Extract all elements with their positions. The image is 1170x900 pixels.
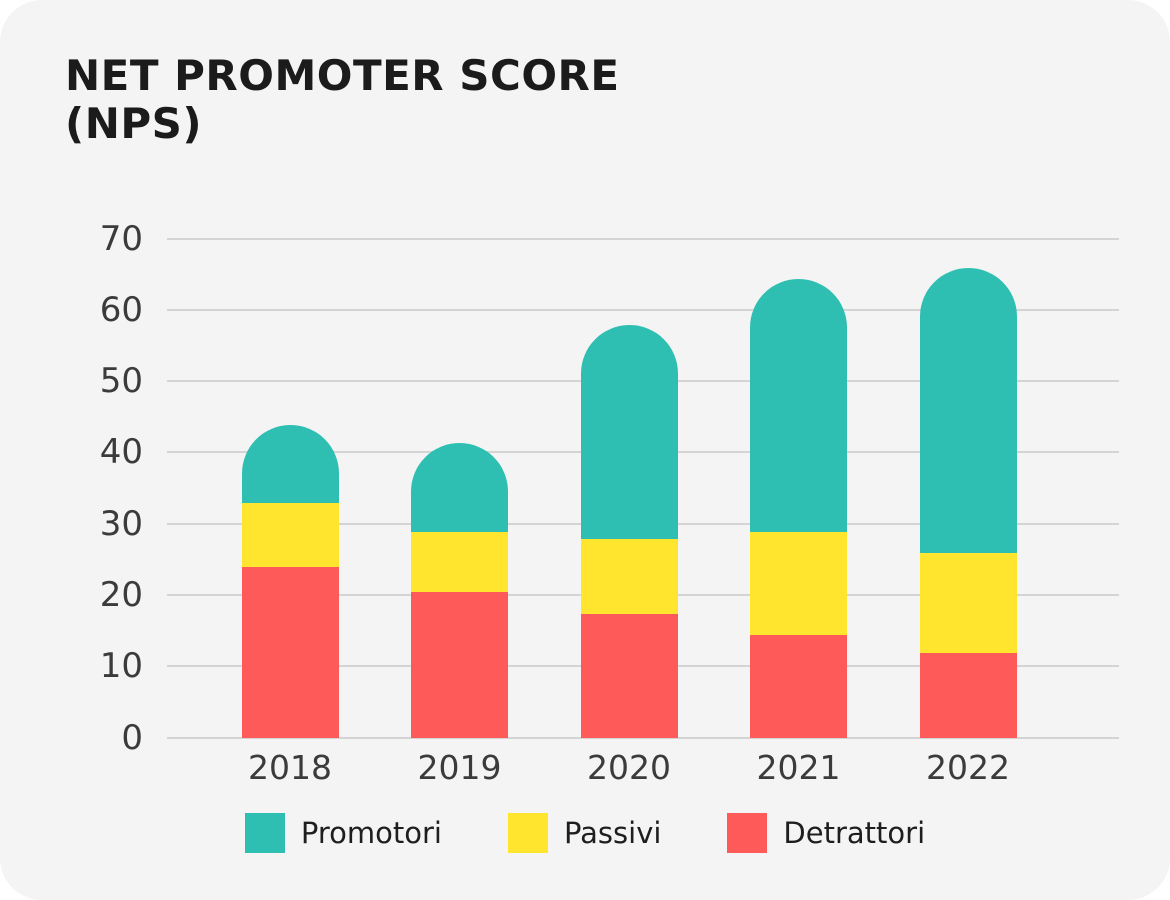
legend: Promotori Passivi Detrattori: [0, 813, 1170, 853]
bar-segment-promotori-2019: [411, 442, 508, 532]
legend-item-promotori: Promotori: [244, 813, 442, 853]
x-axis-tick-label-2021: 2021: [756, 748, 841, 787]
bar-segment-passivi-2020: [580, 538, 678, 614]
legend-label-promotori: Promotori: [300, 816, 442, 850]
y-axis-tick-label-40: 40: [99, 432, 143, 473]
bar-segment-detrattori-2022: [919, 652, 1017, 739]
bar-segment-detrattori-2019: [411, 592, 508, 739]
bar-2019: [411, 442, 508, 739]
y-axis-tick-label-20: 20: [99, 574, 143, 615]
legend-item-detrattori: Detrattori: [727, 813, 925, 853]
y-axis-tick-label-0: 0: [121, 717, 143, 758]
chart-title: NET PROMOTER SCORE (NPS): [65, 51, 620, 148]
x-axis-tick-label-2018: 2018: [248, 748, 332, 787]
gridline-70: [167, 237, 1119, 240]
bar-segment-passivi-2018: [241, 503, 339, 568]
bar-2020: [580, 325, 678, 739]
bar-segment-promotori-2022: [919, 268, 1017, 554]
bar-segment-promotori-2018: [241, 424, 339, 504]
bar-segment-passivi-2022: [919, 553, 1017, 653]
y-axis-tick-label-60: 60: [99, 289, 143, 330]
x-axis-tick-label-2022: 2022: [926, 748, 1010, 787]
legend-label-passivi: Passivi: [563, 816, 662, 850]
bar-segment-detrattori-2021: [750, 635, 847, 739]
bar-2018: [241, 424, 339, 739]
bar-segment-detrattori-2020: [580, 613, 678, 739]
bar-segment-promotori-2020: [580, 325, 678, 539]
bar-2021: [750, 278, 847, 739]
y-axis-tick-label-50: 50: [99, 361, 143, 402]
bar-2022: [919, 268, 1017, 739]
legend-swatch-detrattori: [727, 813, 768, 853]
bar-segment-passivi-2021: [750, 531, 847, 636]
y-axis-tick-label-70: 70: [99, 218, 143, 259]
y-axis-tick-label-10: 10: [99, 646, 143, 687]
legend-swatch-passivi: [507, 813, 548, 853]
bar-segment-passivi-2019: [411, 531, 508, 593]
legend-item-passivi: Passivi: [507, 813, 662, 853]
legend-label-detrattori: Detrattori: [783, 816, 926, 850]
x-axis-tick-label-2020: 2020: [587, 748, 671, 787]
bar-segment-detrattori-2018: [241, 567, 339, 739]
legend-swatch-promotori: [244, 813, 285, 853]
y-axis-tick-label-30: 30: [99, 503, 143, 544]
x-axis-tick-label-2019: 2019: [417, 748, 502, 787]
gridline-60: [167, 308, 1119, 311]
bar-segment-promotori-2021: [750, 278, 847, 532]
